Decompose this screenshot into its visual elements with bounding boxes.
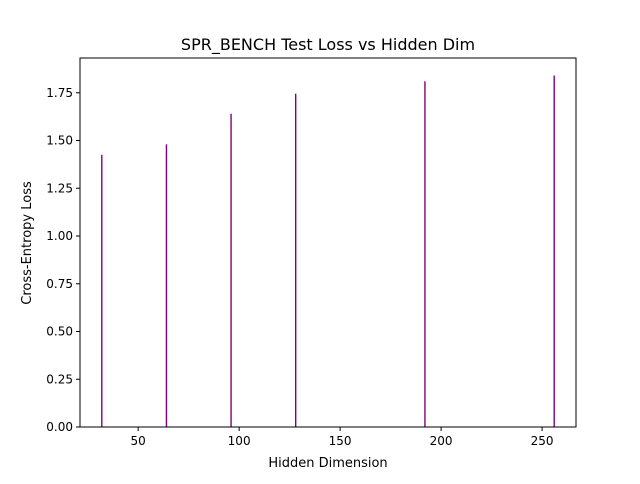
y-tick-label: 1.25: [46, 181, 73, 195]
y-axis-label: Cross-Entropy Loss: [20, 181, 35, 305]
bar: [101, 154, 103, 427]
y-tick-label: 1.50: [46, 134, 73, 148]
plot-frame: [79, 57, 577, 428]
x-tick-label: 100: [228, 434, 251, 448]
bar: [165, 144, 168, 427]
x-tick-label: 150: [329, 434, 352, 448]
x-tick-label: 200: [430, 434, 453, 448]
bar: [424, 81, 426, 428]
bar: [294, 93, 297, 427]
bar: [553, 75, 555, 427]
y-tick-label: 1.75: [46, 86, 73, 100]
chart-title: SPR_BENCH Test Loss vs Hidden Dim: [181, 35, 475, 55]
y-tick-label: 0.75: [46, 277, 73, 291]
x-axis-label: Hidden Dimension: [268, 456, 387, 471]
x-tick-label: 250: [531, 434, 554, 448]
y-tick-label: 0.00: [46, 420, 73, 434]
x-tick-label: 50: [131, 434, 146, 448]
y-tick-label: 0.25: [46, 372, 73, 386]
bar: [230, 113, 232, 428]
y-tick-label: 0.50: [46, 325, 73, 339]
plot-area: 50 100 150 200 250 0.00 0.25 0.50 0.75 1.00 1.25 1.…: [46, 57, 577, 448]
y-tick-label: 1.00: [46, 229, 73, 243]
